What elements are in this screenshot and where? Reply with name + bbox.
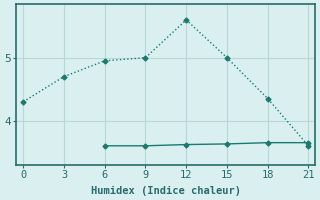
X-axis label: Humidex (Indice chaleur): Humidex (Indice chaleur) — [91, 186, 241, 196]
